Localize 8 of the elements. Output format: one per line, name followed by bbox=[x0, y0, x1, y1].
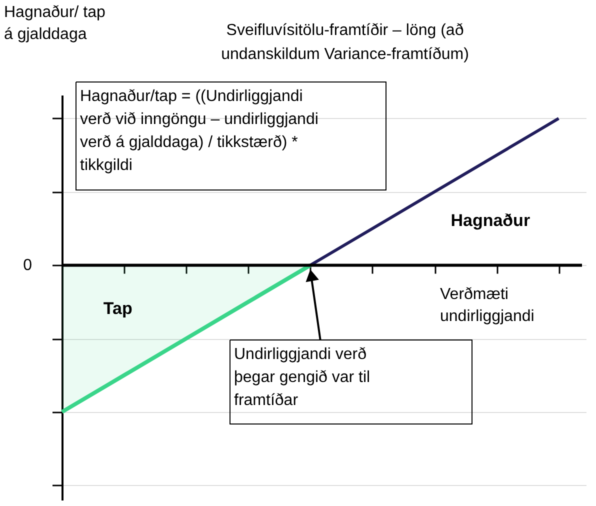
annotation: Undirliggjandi verð þegar gengið var til framtíðar bbox=[234, 346, 370, 409]
x-axis-title: Verðmæti undirliggjandi bbox=[440, 286, 534, 325]
ref-line-label: 0 bbox=[23, 257, 32, 274]
series-label: Hagnaður bbox=[450, 211, 530, 230]
chart-title: Sveifluvísitölu-framtíðir – löng (að undanskildum Variance-framtíðum) bbox=[221, 22, 469, 63]
series-label: Tap bbox=[103, 299, 132, 318]
y-axis-title: Hagnaður/ tap á gjalddaga bbox=[4, 4, 106, 43]
annotation: Hagnaður/tap = ((Undirliggjandi verð við inngöngu – undirliggjandi verð á gjalddaga) / tikkstærð) * tikkgildi bbox=[80, 88, 318, 174]
